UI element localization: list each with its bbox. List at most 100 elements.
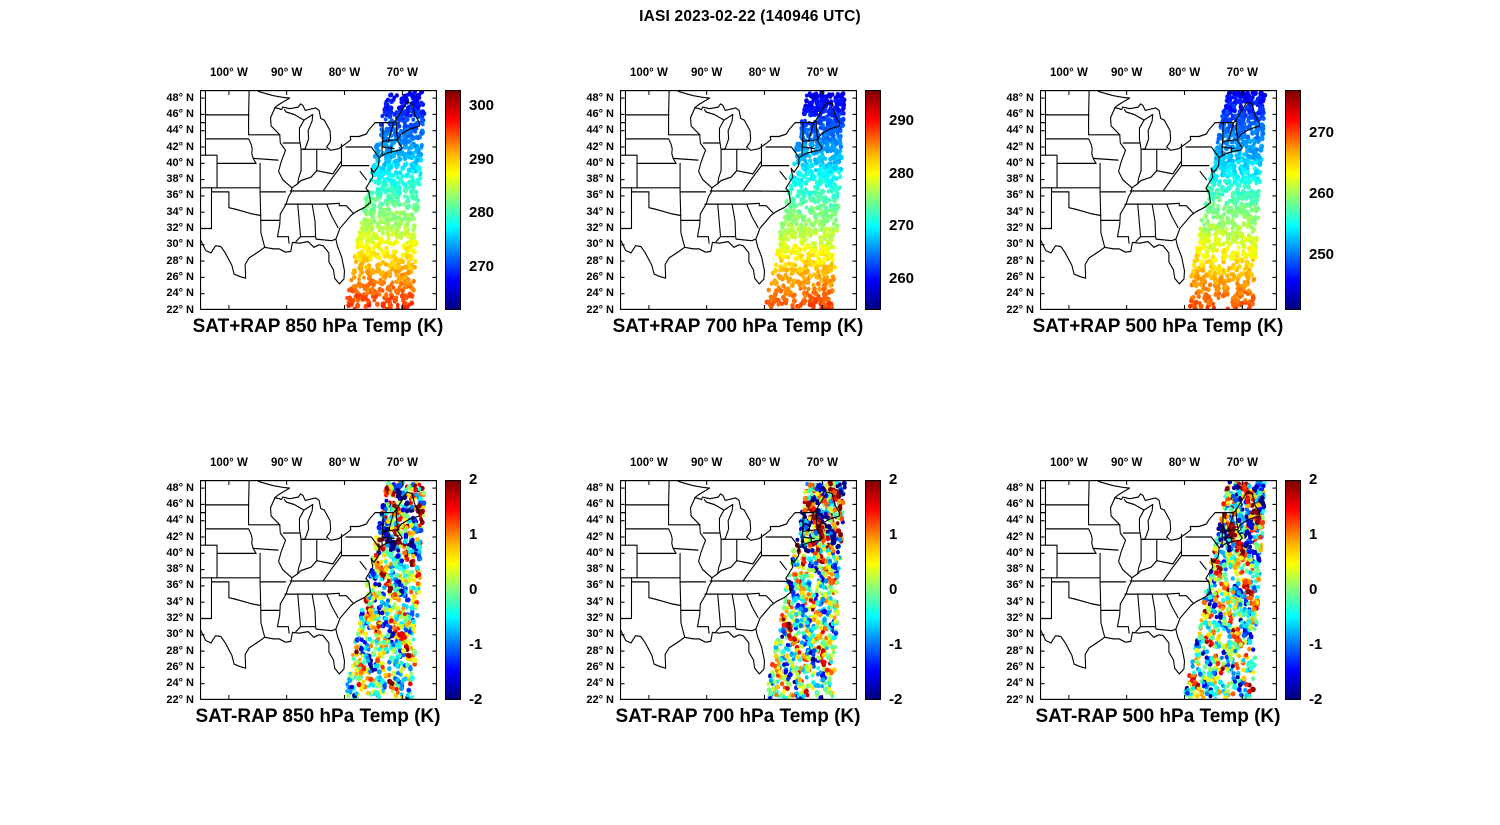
lat-tick-label: 36° N xyxy=(1006,189,1034,202)
colorbar xyxy=(445,480,461,700)
lat-tick-label: 46° N xyxy=(586,107,614,120)
lon-tick-label: 80° W xyxy=(748,67,781,79)
lat-tick-label: 26° N xyxy=(586,660,614,673)
lat-tick-label: 48° N xyxy=(1006,91,1034,104)
lat-tick-label: 26° N xyxy=(166,270,194,283)
colorbar-tick-label: 2 xyxy=(469,471,478,488)
lat-tick-label: 38° N xyxy=(1006,173,1034,186)
panel-sat-plus-rap-850: 100° W 90° W 80° W 70° W 48° N 46° N 44° N 42°… xyxy=(125,55,525,367)
lat-tick-label: 26° N xyxy=(1006,660,1034,673)
panel-title: SAT+RAP 500 hPa Temp (K) xyxy=(1032,316,1284,337)
lat-tick-label: 24° N xyxy=(1006,677,1034,690)
lat-tick-label: 42° N xyxy=(586,530,614,543)
lon-tick-label: 90° W xyxy=(1110,457,1143,469)
lat-tick-label: 38° N xyxy=(1006,563,1034,576)
axes-frame xyxy=(1040,90,1277,310)
panel-sat-plus-rap-700: 100° W 90° W 80° W 70° W 48° N 46° N 44° N 42°… xyxy=(545,55,945,367)
colorbar xyxy=(445,90,461,310)
lat-tick-label: 30° N xyxy=(1006,238,1034,251)
lon-tick-label: 90° W xyxy=(270,457,303,469)
map-plot xyxy=(1040,90,1277,310)
lat-tick-label: 30° N xyxy=(1006,628,1034,641)
figure-title: IASI 2023-02-22 (140946 UTC) xyxy=(639,8,861,25)
lat-tick-label: 28° N xyxy=(586,254,614,267)
colorbar-tick-label: -1 xyxy=(1309,636,1323,653)
lat-tick-label: 38° N xyxy=(166,173,194,186)
lon-tick-label: 80° W xyxy=(1168,457,1201,469)
lon-tick-label: 70° W xyxy=(806,457,839,469)
lat-tick-label: 48° N xyxy=(586,91,614,104)
lon-tick-label: 90° W xyxy=(690,457,723,469)
colorbar-tick-label: 270 xyxy=(1309,123,1335,141)
lat-tick-label: 30° N xyxy=(166,238,194,251)
satellite-swath-dots xyxy=(1183,480,1267,700)
lat-tick-label: 32° N xyxy=(1006,222,1034,235)
lat-tick-label: 30° N xyxy=(586,238,614,251)
lat-tick-label: 36° N xyxy=(166,579,194,592)
lon-tick-label: 100° W xyxy=(209,67,248,79)
colorbar xyxy=(1285,90,1301,310)
lon-tick-label: 70° W xyxy=(1226,457,1259,469)
lat-tick-label: 42° N xyxy=(1006,140,1034,153)
lat-tick-label: 40° N xyxy=(166,546,194,559)
lat-tick-label: 24° N xyxy=(166,677,194,690)
colorbar-tick-label: -1 xyxy=(469,636,483,653)
colorbar-tick-label: 280 xyxy=(889,164,915,182)
colorbar-tick-label: 0 xyxy=(469,581,478,598)
lat-tick-label: 22° N xyxy=(1006,303,1034,316)
lat-tick-label: 26° N xyxy=(586,270,614,283)
lat-tick-label: 48° N xyxy=(166,91,194,104)
colorbar-tick-label: 280 xyxy=(469,204,495,222)
lat-tick-label: 22° N xyxy=(1006,693,1034,706)
lat-tick-label: 32° N xyxy=(166,222,194,235)
lon-tick-label: 70° W xyxy=(386,67,419,79)
colorbar-tick-label: 2 xyxy=(1309,471,1318,488)
lat-tick-label: 44° N xyxy=(166,514,194,527)
axes-frame xyxy=(620,90,857,310)
lon-tick-label: 70° W xyxy=(386,457,419,469)
axes-frame xyxy=(1040,480,1277,700)
lat-tick-label: 44° N xyxy=(586,124,614,137)
lat-tick-label: 24° N xyxy=(586,677,614,690)
colorbar-tick-label: -2 xyxy=(1309,691,1323,708)
lat-tick-label: 42° N xyxy=(1006,530,1034,543)
lon-tick-label: 100° W xyxy=(629,67,668,79)
lat-tick-label: 40° N xyxy=(166,156,194,169)
panel-title: SAT-RAP 700 hPa Temp (K) xyxy=(615,706,861,727)
lat-tick-label: 46° N xyxy=(1006,107,1034,120)
lat-tick-label: 32° N xyxy=(1006,612,1034,625)
lat-tick-label: 46° N xyxy=(1006,497,1034,510)
lat-tick-label: 32° N xyxy=(586,612,614,625)
lat-tick-label: 36° N xyxy=(1006,579,1034,592)
lat-tick-label: 32° N xyxy=(586,222,614,235)
lat-tick-label: 46° N xyxy=(166,497,194,510)
colorbar-tick-label: 260 xyxy=(889,269,915,287)
lat-tick-label: 22° N xyxy=(166,303,194,316)
colorbar-tick-label: 270 xyxy=(889,217,915,235)
colorbar xyxy=(865,480,881,700)
panel-title: SAT+RAP 850 hPa Temp (K) xyxy=(192,316,444,337)
lat-tick-label: 48° N xyxy=(586,481,614,494)
lat-tick-label: 34° N xyxy=(166,595,194,608)
axes-frame xyxy=(620,480,857,700)
lat-tick-label: 40° N xyxy=(1006,156,1034,169)
lat-tick-label: 28° N xyxy=(166,254,194,267)
lat-tick-label: 32° N xyxy=(166,612,194,625)
lat-tick-label: 26° N xyxy=(166,660,194,673)
map-plot xyxy=(200,480,437,700)
panel-sat-plus-rap-500: 100° W 90° W 80° W 70° W 48° N 46° N 44° N 42°… xyxy=(965,55,1365,367)
lon-tick-label: 80° W xyxy=(748,457,781,469)
lat-tick-label: 46° N xyxy=(166,107,194,120)
lat-tick-label: 38° N xyxy=(166,563,194,576)
colorbar-tick-label: -2 xyxy=(889,691,903,708)
lon-tick-label: 80° W xyxy=(328,457,361,469)
lat-tick-label: 24° N xyxy=(586,287,614,300)
lat-tick-label: 44° N xyxy=(1006,514,1034,527)
lat-tick-label: 28° N xyxy=(1006,254,1034,267)
panel-title: SAT-RAP 500 hPa Temp (K) xyxy=(1035,706,1281,727)
map-plot xyxy=(200,90,437,310)
lat-tick-label: 46° N xyxy=(586,497,614,510)
lat-tick-label: 34° N xyxy=(586,595,614,608)
lat-tick-label: 38° N xyxy=(586,563,614,576)
lon-tick-label: 100° W xyxy=(1049,67,1088,79)
